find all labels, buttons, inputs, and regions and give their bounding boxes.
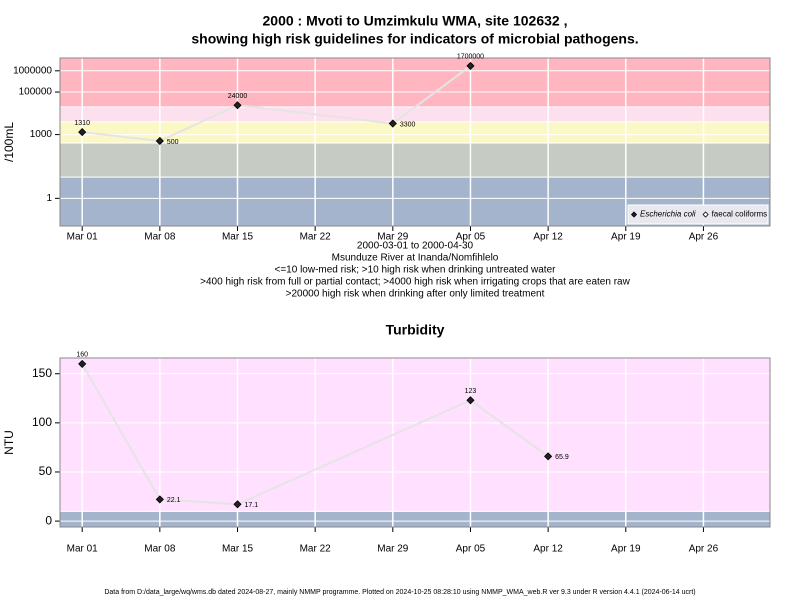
x-tick-label: Apr 26 [689, 544, 719, 555]
x-tick-label: Apr 05 [456, 232, 486, 243]
chart-title: 2000 : Mvoti to Umzimkulu WMA, site 1026… [263, 13, 568, 29]
x-tick-label: Mar 08 [144, 544, 176, 555]
data-label: 1700000 [457, 54, 484, 61]
data-point [78, 359, 87, 368]
x-tick-label: Mar 15 [222, 544, 254, 555]
x-tick-label: Apr 12 [533, 544, 563, 555]
x-tick-label: Apr 19 [611, 544, 641, 555]
risk-band [60, 358, 770, 512]
risk-band [60, 142, 770, 178]
x-tick-label: Apr 26 [689, 232, 719, 243]
data-point [155, 136, 164, 146]
data-label: 1310 [74, 120, 90, 127]
y-tick-label: 100000 [19, 87, 53, 98]
plot-area [60, 358, 770, 527]
x-tick-label: Mar 29 [377, 232, 409, 243]
x-tick-label: Apr 19 [611, 232, 641, 243]
annotation: <=10 low-med risk; >10 high risk when dr… [275, 265, 557, 276]
data-label: 3300 [400, 121, 416, 128]
data-point [466, 396, 475, 405]
x-tick-label: Apr 05 [456, 544, 486, 555]
data-point [78, 128, 87, 137]
y-tick-label: 1000 [30, 129, 53, 140]
data-point [388, 119, 397, 128]
chart-title: showing high risk guidelines for indicat… [191, 31, 638, 47]
plot-frame [59, 57, 771, 227]
annotation: >20000 high risk when drinking after onl… [286, 289, 545, 300]
y-tick-label: 1 [46, 193, 52, 204]
plot-frame [59, 357, 771, 528]
y-tick-label: 50 [39, 464, 53, 478]
data-label: 65.9 [555, 454, 569, 461]
data-point [233, 500, 242, 509]
y-axis-label: NTU [2, 430, 16, 455]
legend-marker [702, 211, 709, 218]
y-axis-label: /100mL [2, 122, 16, 162]
x-tick-label: Mar 22 [300, 544, 332, 555]
x-tick-label: Apr 12 [533, 232, 563, 243]
y-tick-label: 0 [45, 513, 52, 527]
x-tick-label: Mar 15 [222, 232, 254, 243]
footer: Data from D:/data_large/wq/wms.db dated … [104, 589, 695, 596]
x-tick-label: Mar 29 [377, 544, 409, 555]
y-tick-label: 150 [32, 366, 52, 380]
y-tick-label: 1000000 [13, 65, 52, 76]
data-label: 24000 [228, 93, 248, 100]
legend-label: Escherichia coli [640, 210, 696, 219]
data-label: 17.1 [245, 502, 259, 509]
x-tick-label: Mar 22 [300, 232, 332, 243]
legend-label: faecal coliforms [712, 210, 768, 219]
data-point [233, 101, 242, 110]
x-tick-label: Mar 01 [67, 544, 99, 555]
data-point [544, 452, 553, 461]
plot-area [60, 58, 770, 226]
risk-band [60, 58, 770, 108]
annotation: Msunduze River at Inanda/Nomfihlelo [332, 253, 499, 264]
annotation: 2000-03-01 to 2000-04-30 [357, 241, 474, 252]
data-label: 160 [76, 352, 88, 359]
legend-box [627, 204, 769, 225]
data-label: 500 [167, 139, 179, 146]
legend-marker [630, 211, 638, 218]
data-point [466, 61, 475, 70]
data-label: 22.1 [167, 497, 181, 504]
x-tick-label: Mar 08 [144, 232, 176, 243]
x-tick-label: Mar 01 [67, 232, 99, 243]
data-label: 123 [465, 388, 477, 395]
chart-title: Turbidity [386, 322, 445, 338]
risk-band [60, 106, 770, 123]
data-point [155, 495, 164, 504]
y-tick-label: 100 [32, 415, 52, 429]
annotation: >400 high risk from full or partial cont… [200, 277, 630, 288]
risk-band [60, 510, 770, 527]
